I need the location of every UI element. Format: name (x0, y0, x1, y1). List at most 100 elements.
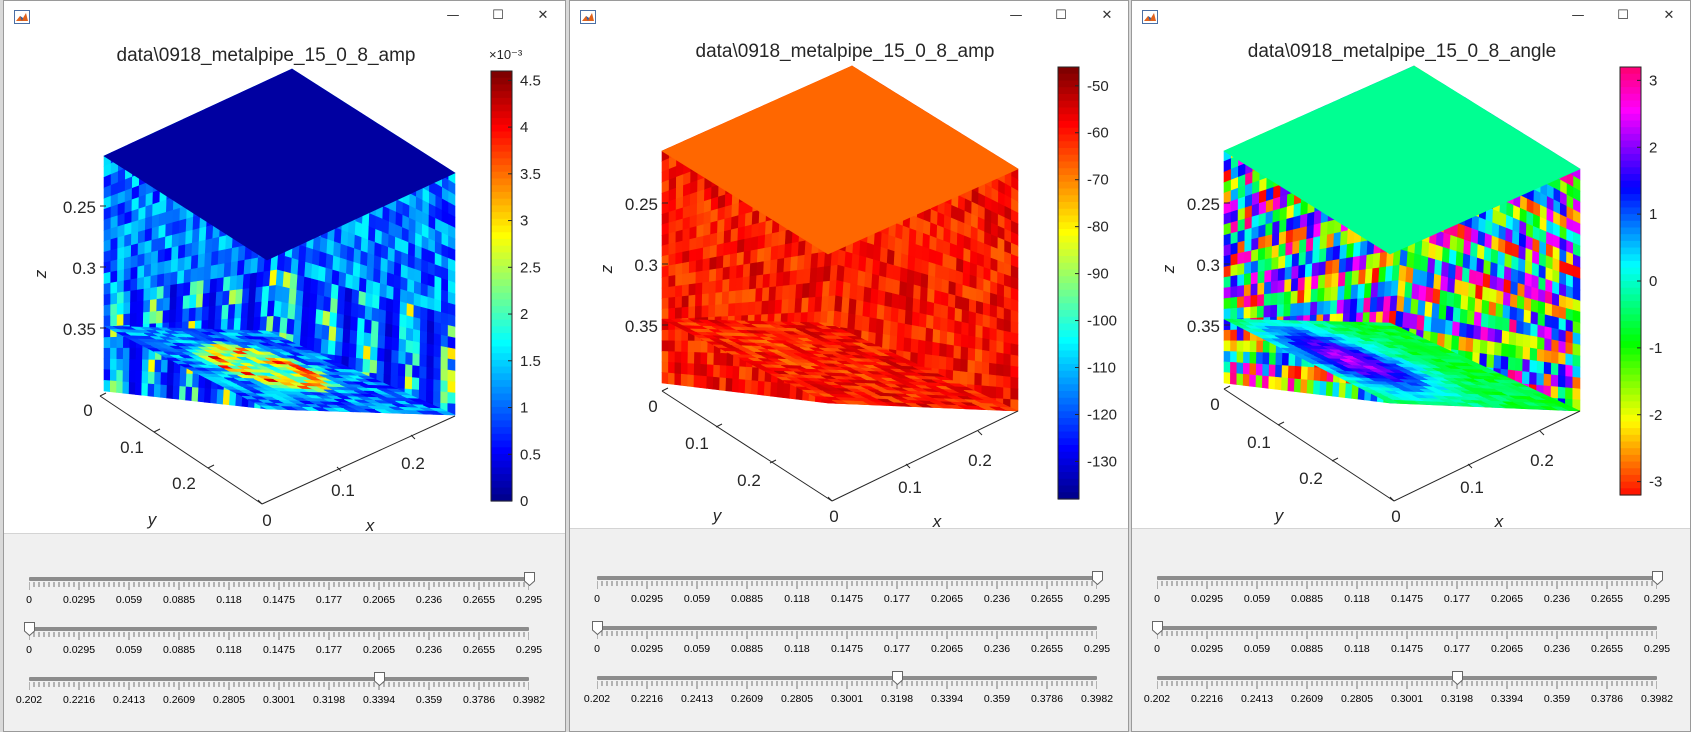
slice-cell (184, 242, 193, 258)
slice-cell (709, 256, 718, 271)
slice-cell (988, 386, 997, 399)
slider-thumb[interactable] (524, 572, 535, 586)
slider-tick-label: 0.2655 (462, 644, 496, 656)
slice-cell (1448, 249, 1458, 266)
slider-tick-label: 0.236 (415, 644, 443, 656)
slider-tick-label: 0.3001 (830, 693, 864, 705)
minimize-button[interactable]: — (1571, 8, 1585, 23)
slider-ticks (29, 682, 529, 690)
figure-axes[interactable]: data\0918_metalpipe_15_0_8_amp 0.25 0.3 … (4, 1, 566, 536)
slice-cell (378, 321, 387, 337)
slice-cell (354, 221, 363, 239)
slice-cell (996, 317, 1005, 332)
close-button[interactable]: ✕ (1663, 8, 1675, 23)
slice-cell (961, 321, 970, 337)
slice-cell (227, 304, 236, 320)
slider-track[interactable] (29, 677, 529, 681)
slider-tick-label: 0.359 (983, 693, 1011, 705)
slice-cell (681, 272, 690, 286)
slice-cell (1464, 225, 1473, 243)
slice-slider-1[interactable]: 0 0.0295 0.059 0.0885 0.118 0.1475 0.177 0.2065… (26, 572, 542, 610)
slice-slider-1[interactable]: 0 0.0295 0.059 0.0885 0.118 0.1475 0.177 0.2065… (594, 571, 1110, 609)
figure-window-1[interactable]: — ☐ ✕ data\0918_metalpipe_15_0_8_amp 0.2… (3, 0, 566, 732)
slider-track[interactable] (597, 676, 1097, 680)
slice-cell (1293, 202, 1302, 218)
slice-cell (1276, 304, 1285, 318)
slice-cell (982, 338, 991, 352)
slice-cell (372, 294, 381, 310)
slice-cell (364, 319, 373, 335)
slice-cell (802, 268, 812, 285)
figure-window-3[interactable]: — ☐ ✕ data\0918_metalpipe_15_0_8_angle 0… (1131, 0, 1691, 732)
title-bar[interactable]: — ☐ ✕ (570, 1, 1128, 31)
slice-slider-2[interactable]: 0 0.0295 0.059 0.0885 0.118 0.1475 0.177 0.2065… (24, 622, 542, 660)
slice-cell (1494, 328, 1503, 344)
close-button[interactable]: ✕ (537, 8, 549, 23)
slice-volume-plot[interactable] (99, 68, 456, 505)
slice-cell (710, 196, 719, 212)
slice-cell (1410, 298, 1419, 316)
slice-cell (1230, 329, 1238, 342)
slice-cell (288, 288, 298, 306)
slice-cell (412, 329, 421, 344)
slice-slider-3[interactable]: 0.202 0.2216 0.2413 0.2609 0.2805 0.3001 0.319… (584, 671, 1113, 709)
slice-cell (440, 323, 449, 337)
slice-cell (1306, 211, 1315, 227)
slice-cell (1496, 289, 1505, 306)
slice-cell (110, 303, 118, 316)
slice-cell (1475, 284, 1484, 301)
slice-cell (413, 280, 422, 296)
slice-cell (103, 304, 111, 317)
figure-window-2[interactable]: — ☐ ✕ data\0918_metalpipe_15_0_8_amp 0.2… (569, 0, 1129, 732)
slider-thumb[interactable] (1092, 571, 1103, 585)
figure-axes[interactable]: data\0918_metalpipe_15_0_8_amp 0.25 0.3 … (570, 1, 1129, 531)
slice-cell (730, 215, 740, 231)
slider-thumb[interactable] (892, 671, 904, 685)
slice-cell (1230, 372, 1238, 385)
slider-thumb[interactable] (374, 672, 386, 686)
slice-cell (1457, 223, 1466, 241)
slice-cell (743, 237, 752, 253)
maximize-button[interactable]: ☐ (1055, 8, 1067, 23)
close-button[interactable]: ✕ (1101, 8, 1113, 23)
slider-track[interactable] (29, 627, 529, 631)
slider-track[interactable] (597, 626, 1097, 630)
slice-cell (1501, 330, 1510, 345)
figure-axes[interactable]: data\0918_metalpipe_15_0_8_angle 0.25 0.… (1132, 1, 1691, 531)
slice-volume-plot[interactable] (1223, 65, 1581, 502)
slider-tick-label: 0.118 (784, 643, 810, 655)
slice-cell (946, 331, 955, 347)
slice-slider-3[interactable]: 0.202 0.2216 0.2413 0.2609 0.2805 0.3001 0.319… (16, 672, 545, 710)
maximize-button[interactable]: ☐ (1617, 8, 1629, 23)
slider-thumb[interactable] (24, 622, 35, 636)
slider-track[interactable] (29, 577, 529, 581)
slice-cell (336, 313, 345, 330)
slice-cell (441, 300, 449, 315)
title-bar[interactable]: — ☐ ✕ (1132, 1, 1690, 31)
slice-cell (1270, 280, 1279, 295)
y-axis-line (661, 390, 833, 502)
slice-cell (440, 380, 449, 393)
colorbar-segment (1058, 323, 1079, 331)
colorbar[interactable]: 00.511.522.533.544.5×10⁻³ (489, 47, 541, 510)
slice-cell (1297, 277, 1306, 292)
title-bar[interactable]: — ☐ ✕ (4, 1, 565, 31)
slice-cell (775, 285, 784, 301)
maximize-button[interactable]: ☐ (492, 8, 504, 23)
slider-tick-label: 0.0885 (162, 644, 196, 656)
colorbar[interactable]: -50-60-70-80-90-100-110-120-130 (1057, 66, 1117, 500)
slice-cell (1515, 332, 1524, 348)
slice-cell (319, 236, 328, 255)
slider-thumb[interactable] (592, 621, 603, 635)
slice-cell (1306, 224, 1315, 240)
slice-slider-2[interactable]: 0 0.0295 0.059 0.0885 0.118 0.1475 0.177 0.2065… (592, 621, 1110, 659)
minimize-button[interactable]: — (446, 8, 460, 23)
minimize-button[interactable]: — (1009, 8, 1023, 23)
slice-cell (736, 264, 744, 279)
slice-cell (782, 270, 791, 287)
slider-track[interactable] (597, 576, 1097, 580)
slice-cell (211, 236, 220, 253)
slice-cell (729, 252, 738, 268)
colorbar-segment (1058, 391, 1079, 399)
slice-volume-plot[interactable] (661, 65, 1019, 502)
